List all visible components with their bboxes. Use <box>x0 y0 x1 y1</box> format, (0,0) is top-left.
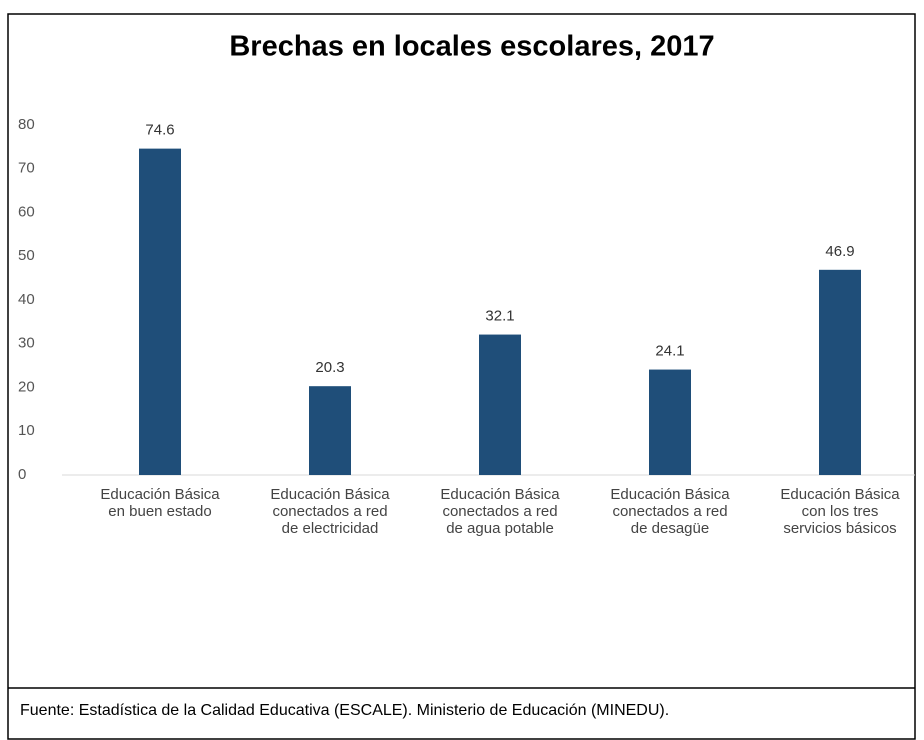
data-label: 24.1 <box>655 343 684 360</box>
data-label: 32.1 <box>485 308 514 325</box>
y-tick-label: 50 <box>18 247 35 264</box>
x-tick-label: Educación Básica con los tres servicios … <box>780 486 900 537</box>
x-tick-label: Educación Básica conectados a red de des… <box>610 486 730 537</box>
footer-text: Fuente: Estadística de la Calidad Educat… <box>20 702 670 719</box>
data-label: 74.6 <box>145 122 174 139</box>
bar <box>649 369 691 475</box>
y-tick-label: 10 <box>18 422 35 439</box>
data-label: 20.3 <box>315 359 344 376</box>
bar <box>819 269 861 475</box>
x-tick-label: Educación Básica conectados a red de agu… <box>440 486 560 537</box>
bar <box>479 334 521 475</box>
x-tick-label: Educación Básica en buen estado <box>100 486 220 520</box>
x-tick-label: Educación Básica conectados a red de ele… <box>270 486 390 537</box>
chart-border <box>7 13 916 740</box>
y-tick-label: 40 <box>18 291 35 308</box>
y-tick-label: 70 <box>18 160 35 177</box>
bar <box>139 148 181 475</box>
bar <box>309 386 351 475</box>
y-tick-label: 60 <box>18 203 35 220</box>
data-label: 46.9 <box>825 243 854 260</box>
y-tick-label: 30 <box>18 335 35 352</box>
y-tick-label: 80 <box>18 116 35 133</box>
y-tick-label: 0 <box>18 466 26 483</box>
y-tick-label: 20 <box>18 378 35 395</box>
chart-title: Brechas en locales escolares, 2017 <box>229 31 714 63</box>
